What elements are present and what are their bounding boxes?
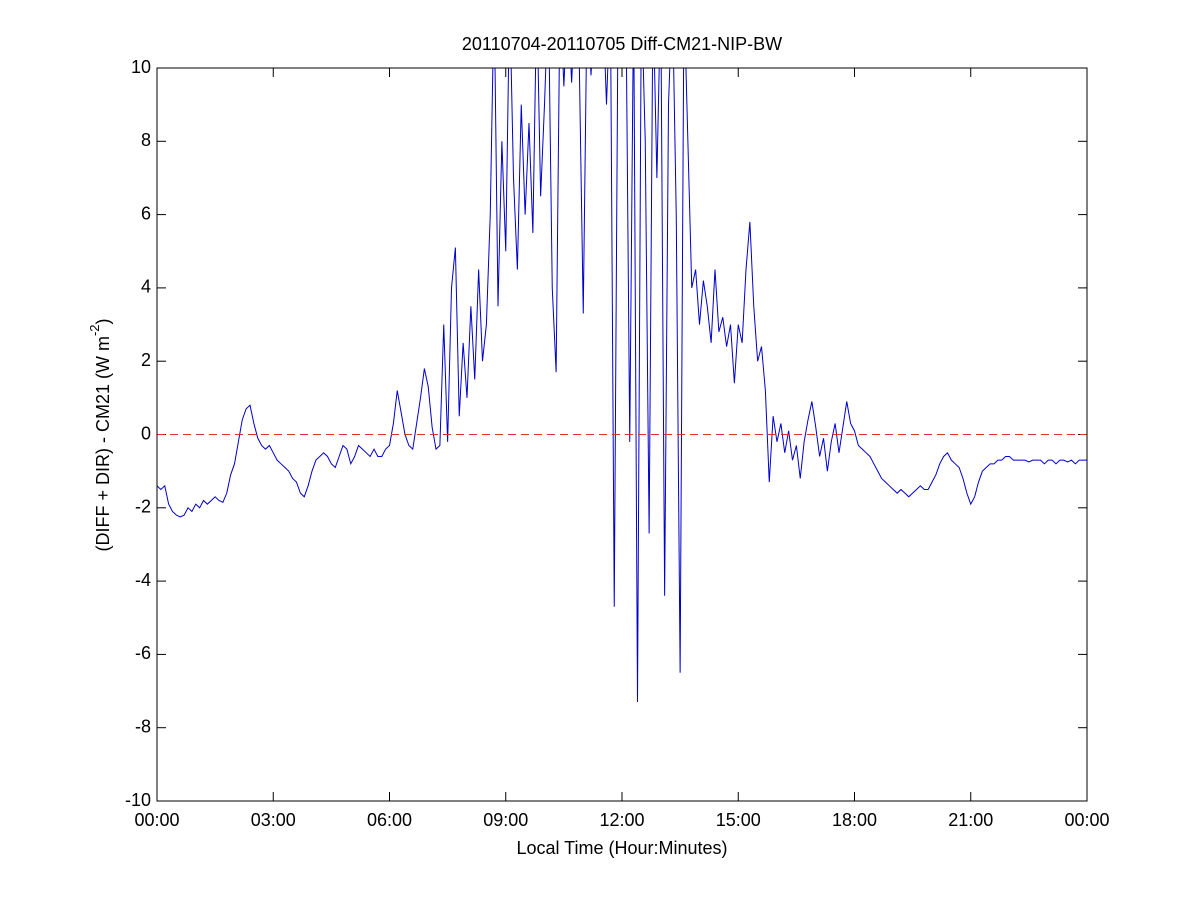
y-tick-label: 6 (141, 203, 151, 223)
x-tick-label: 00:00 (1064, 810, 1109, 830)
x-tick-label: 03:00 (251, 810, 296, 830)
chart-title: 20110704-20110705 Diff-CM21-NIP-BW (462, 34, 782, 54)
y-tick-label: 0 (141, 423, 151, 443)
y-tick-label: -8 (135, 716, 151, 736)
y-axis-label-sup: -2 (87, 324, 102, 336)
y-tick-label: 2 (141, 350, 151, 370)
x-tick-label: 06:00 (367, 810, 412, 830)
y-axis-label-text: (DIFF + DIR) - CM21 (W m (93, 336, 113, 551)
data-line (157, 68, 1087, 703)
y-tick-label: -6 (135, 643, 151, 663)
plot-frame (156, 67, 1088, 802)
y-tick-label: -10 (125, 790, 151, 810)
x-tick-label: 09:00 (483, 810, 528, 830)
x-tick-label: 15:00 (716, 810, 761, 830)
x-tick-label: 21:00 (948, 810, 993, 830)
y-tick-label: 8 (141, 130, 151, 150)
y-axis-label: (DIFF + DIR) - CM21 (W m-2) (87, 318, 112, 551)
y-tick-label: -2 (135, 497, 151, 517)
y-axis-label-suffix: ) (93, 318, 113, 324)
x-tick-label: 12:00 (599, 810, 644, 830)
y-tick-label: -4 (135, 570, 151, 590)
x-tick-label: 00:00 (134, 810, 179, 830)
y-tick-label: 4 (141, 277, 151, 297)
x-axis-label: Local Time (Hour:Minutes) (516, 838, 727, 858)
y-tick-label: 10 (131, 57, 151, 77)
x-tick-label: 18:00 (832, 810, 877, 830)
